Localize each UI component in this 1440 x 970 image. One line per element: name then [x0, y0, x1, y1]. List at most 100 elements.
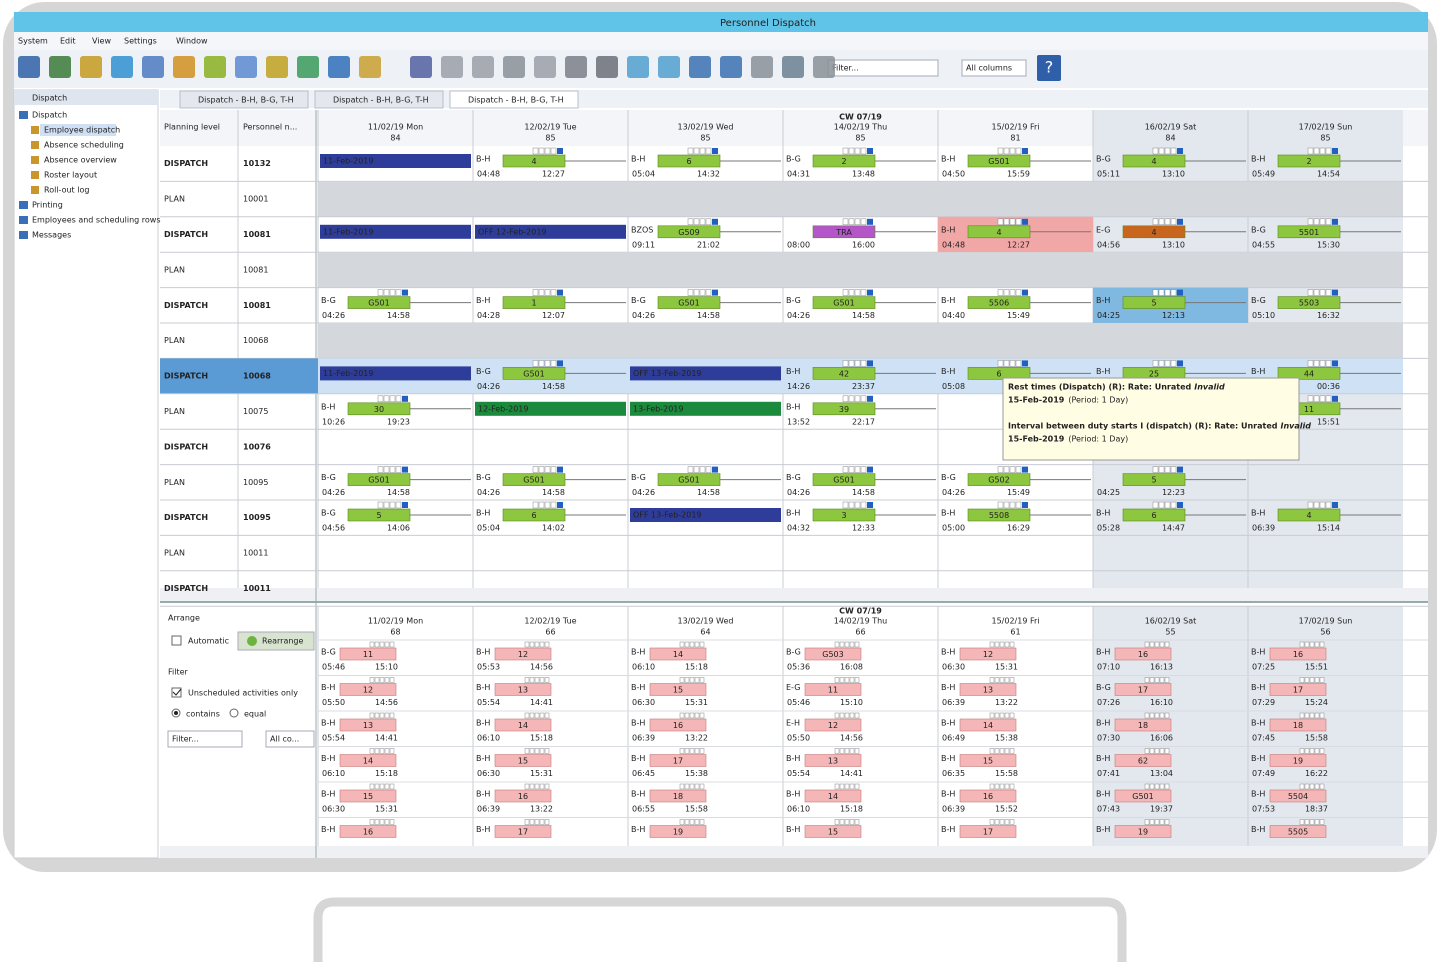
menu-item[interactable]: System — [18, 37, 48, 46]
duty-block[interactable] — [1122, 508, 1186, 522]
tab-label[interactable]: Dispatch - B-H, B-G, T-H — [198, 96, 294, 105]
duty-block[interactable] — [967, 473, 1031, 486]
backlog-block[interactable] — [804, 683, 862, 696]
absence-block[interactable] — [320, 366, 471, 381]
duty-block[interactable] — [812, 154, 876, 168]
duty-block[interactable] — [967, 508, 1031, 522]
toolbar-button[interactable] — [720, 56, 742, 78]
toolbar-button[interactable] — [503, 56, 525, 78]
backlog-block[interactable] — [804, 754, 862, 767]
duty-block[interactable] — [967, 225, 1031, 239]
backlog-block[interactable] — [959, 825, 1017, 838]
toolbar-button[interactable] — [689, 56, 711, 78]
duty-block[interactable] — [1122, 473, 1186, 486]
duty-block[interactable] — [812, 508, 876, 522]
backlog-block[interactable] — [494, 825, 552, 838]
backlog-block[interactable] — [1269, 683, 1327, 696]
absence-block[interactable] — [320, 224, 471, 239]
backlog-block[interactable] — [339, 789, 397, 803]
tree-item[interactable]: Employee dispatch — [44, 126, 120, 135]
tree-item[interactable]: Dispatch — [32, 111, 67, 120]
backlog-block[interactable] — [1114, 718, 1172, 732]
duty-block[interactable] — [812, 225, 876, 239]
backlog-block[interactable] — [804, 718, 862, 732]
backlog-block[interactable] — [1269, 825, 1327, 838]
toolbar-button[interactable] — [565, 56, 587, 78]
backlog-block[interactable] — [339, 718, 397, 732]
duty-block[interactable] — [1122, 225, 1186, 239]
checkbox-label[interactable]: Unscheduled activities only — [188, 689, 298, 698]
backlog-block[interactable] — [339, 754, 397, 767]
toolbar-button[interactable] — [142, 56, 164, 78]
duty-block[interactable] — [347, 473, 411, 486]
radio-label[interactable]: contains — [186, 710, 220, 719]
button[interactable] — [237, 631, 315, 651]
backlog-block[interactable] — [1269, 647, 1327, 661]
backlog-block[interactable] — [804, 647, 862, 661]
tab-label[interactable]: Dispatch - B-H, B-G, T-H — [333, 96, 429, 105]
toolbar-button[interactable] — [235, 56, 257, 78]
radio-label[interactable]: equal — [244, 710, 266, 719]
menu-item[interactable]: Window — [176, 37, 208, 46]
help-button[interactable] — [1037, 55, 1061, 81]
tree-item[interactable]: Messages — [32, 231, 71, 240]
backlog-block[interactable] — [649, 647, 707, 661]
backlog-block[interactable] — [1114, 647, 1172, 661]
toolbar-button[interactable] — [328, 56, 350, 78]
duty-block[interactable] — [1277, 154, 1341, 168]
backlog-block[interactable] — [494, 718, 552, 732]
backlog-block[interactable] — [959, 754, 1017, 767]
toolbar-button[interactable] — [359, 56, 381, 78]
duty-block[interactable] — [657, 154, 721, 168]
duty-block[interactable] — [1277, 225, 1341, 239]
toolbar-button[interactable] — [111, 56, 133, 78]
toolbar-button[interactable] — [534, 56, 556, 78]
backlog-block[interactable] — [1114, 825, 1172, 838]
duty-block[interactable] — [502, 367, 566, 380]
toolbar-button[interactable] — [441, 56, 463, 78]
backlog-block[interactable] — [649, 754, 707, 767]
toolbar-button[interactable] — [173, 56, 195, 78]
toolbar-button[interactable] — [204, 56, 226, 78]
tree-item[interactable]: Employees and scheduling rows — [32, 216, 161, 225]
menu-item[interactable]: Settings — [124, 37, 157, 46]
tree-item[interactable]: Printing — [32, 201, 63, 210]
column-header[interactable]: Personnel n... — [243, 123, 297, 132]
duty-block[interactable] — [1122, 296, 1186, 309]
duty-block[interactable] — [812, 296, 876, 309]
toolbar-button[interactable] — [596, 56, 618, 78]
toolbar-button[interactable] — [627, 56, 649, 78]
backlog-block[interactable] — [1269, 718, 1327, 732]
backlog-block[interactable] — [1114, 683, 1172, 696]
duty-block[interactable] — [502, 508, 566, 522]
tree-item[interactable]: Roster layout — [44, 171, 97, 180]
duty-block[interactable] — [657, 473, 721, 486]
absence-block[interactable] — [630, 366, 781, 381]
tab[interactable] — [314, 90, 444, 109]
toolbar-button[interactable] — [658, 56, 680, 78]
backlog-block[interactable] — [494, 754, 552, 767]
toolbar-button[interactable] — [80, 56, 102, 78]
menu-item[interactable]: Edit — [60, 37, 76, 46]
toolbar-button[interactable] — [751, 56, 773, 78]
duty-block[interactable] — [657, 225, 721, 239]
tree-item[interactable]: Absence scheduling — [44, 141, 124, 150]
backlog-block[interactable] — [649, 825, 707, 838]
tab-label[interactable]: Dispatch - B-H, B-G, T-H — [468, 96, 564, 105]
toolbar-button[interactable] — [410, 56, 432, 78]
backlog-block[interactable] — [494, 789, 552, 803]
backlog-block[interactable] — [804, 825, 862, 838]
duty-block[interactable] — [1277, 367, 1341, 380]
backlog-block[interactable] — [959, 683, 1017, 696]
duty-block[interactable] — [967, 296, 1031, 309]
filter-input[interactable] — [167, 730, 243, 748]
backlog-block[interactable] — [959, 647, 1017, 661]
column-select[interactable] — [961, 59, 1027, 77]
backlog-block[interactable] — [494, 647, 552, 661]
backlog-block[interactable] — [959, 718, 1017, 732]
tab[interactable] — [449, 90, 579, 109]
backlog-block[interactable] — [649, 789, 707, 803]
absence-block[interactable] — [475, 401, 626, 416]
toolbar-button[interactable] — [18, 56, 40, 78]
duty-block[interactable] — [502, 296, 566, 309]
